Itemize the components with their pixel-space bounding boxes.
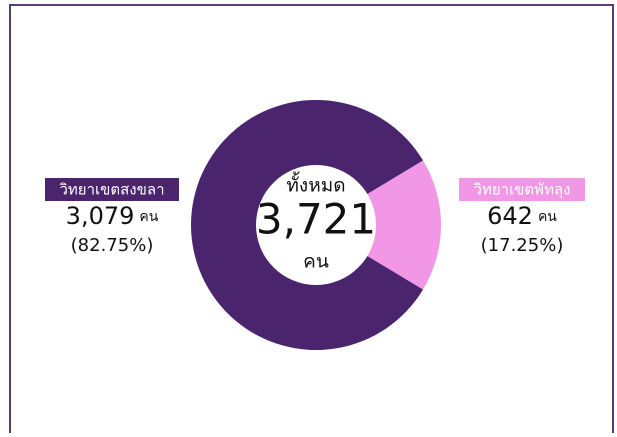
center-value: 3,721	[256, 195, 376, 244]
value-label: 642 คน	[487, 202, 557, 230]
value-number: 3,079	[66, 202, 135, 230]
legend-box	[45, 178, 179, 201]
value-number: 642	[487, 202, 533, 230]
value-unit: คน	[139, 209, 158, 225]
value-unit: คน	[538, 209, 557, 225]
slice	[316, 160, 442, 290]
percent-label: (17.25%)	[481, 235, 564, 256]
center-title: ทั้งหมด	[286, 172, 345, 197]
value-label: 3,079 คน	[66, 202, 159, 230]
center-unit: คน	[303, 251, 329, 273]
legend-box	[459, 178, 585, 201]
donut-hole	[256, 165, 376, 285]
percent-label: (82.75%)	[71, 235, 154, 256]
category-label: วิทยาเขตพัทลุง	[473, 181, 571, 200]
category-label: วิทยาเขตสงขลา	[59, 181, 165, 199]
